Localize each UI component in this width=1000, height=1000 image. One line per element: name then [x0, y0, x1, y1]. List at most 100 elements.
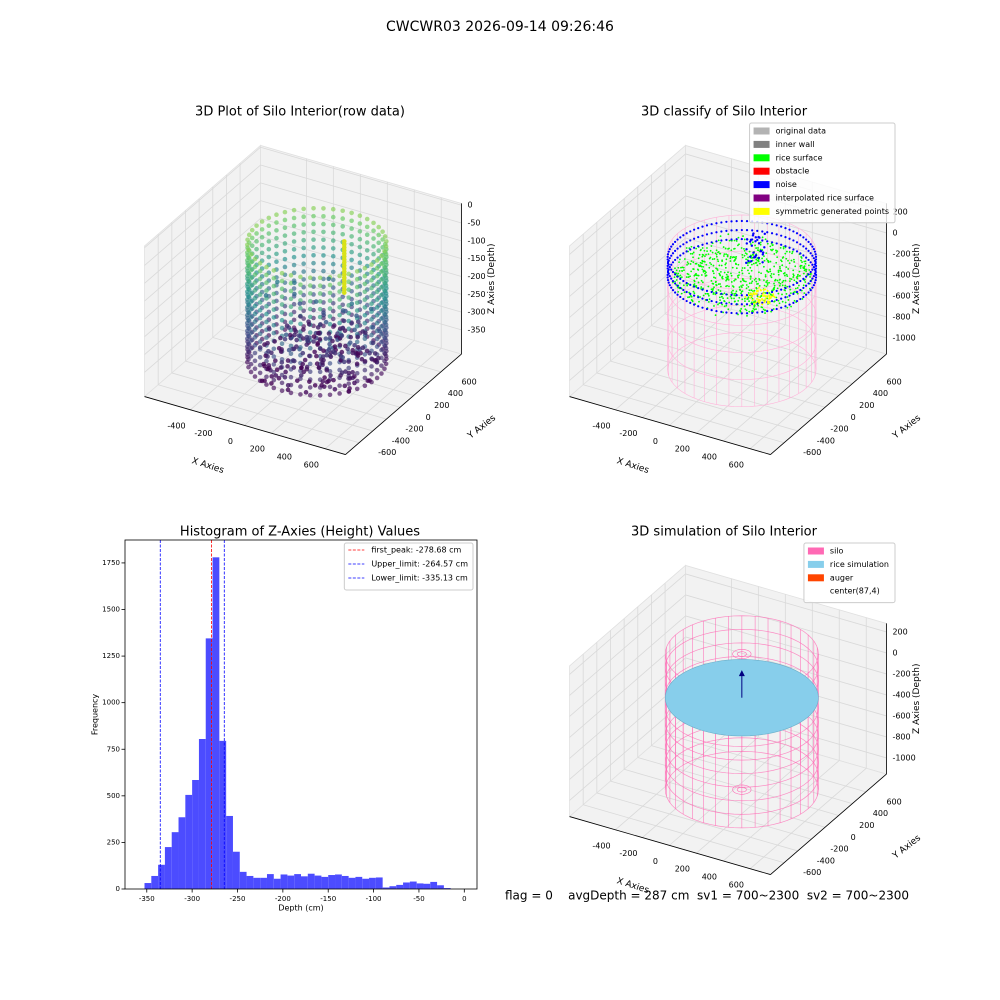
decor-point	[327, 306, 333, 311]
decor-point	[374, 312, 380, 318]
decor-point	[362, 265, 368, 271]
decor-point	[301, 237, 306, 243]
decor-point	[252, 374, 258, 379]
decor-point	[730, 220, 733, 223]
chart-title: 3D classify of Silo Interior	[641, 105, 808, 120]
decor-point	[347, 340, 353, 345]
decor-point	[346, 365, 352, 371]
decor-point	[330, 253, 336, 259]
decor-point	[795, 299, 799, 303]
grid-line	[749, 347, 867, 450]
decor-point	[748, 310, 751, 313]
decor-point	[274, 243, 279, 249]
decor-point	[682, 284, 685, 287]
grid-line	[260, 182, 462, 242]
decor-point	[745, 312, 749, 315]
decor-point	[666, 262, 670, 265]
decor-point	[346, 279, 352, 285]
decor-point	[768, 295, 771, 298]
decor-point	[746, 314, 748, 317]
decor-point	[778, 302, 781, 305]
decor-point	[741, 269, 743, 272]
grid-line	[569, 279, 686, 381]
decor-point	[715, 249, 718, 252]
decor-point	[775, 289, 778, 292]
decor-point	[712, 270, 714, 272]
decor-point	[341, 359, 347, 365]
decor-point	[364, 255, 370, 261]
z-tick-label: -800	[892, 312, 910, 321]
legend-swatch	[753, 127, 770, 135]
decor-point	[279, 278, 285, 284]
decor-point	[742, 284, 744, 287]
decor-point	[761, 257, 764, 260]
decor-point	[278, 365, 284, 370]
decor-point	[248, 338, 254, 343]
decor-point	[715, 255, 718, 258]
decor-point	[807, 291, 810, 294]
grid-line	[651, 745, 853, 805]
decor-point	[699, 296, 701, 298]
decor-point	[374, 281, 380, 287]
decor-point	[330, 308, 336, 314]
decor-point	[252, 342, 258, 348]
decor-point	[705, 271, 707, 274]
decor-point	[740, 312, 743, 315]
decor-point	[355, 351, 360, 356]
bar	[389, 886, 397, 889]
decor-point	[321, 221, 326, 227]
decor-point	[346, 381, 352, 386]
decor-point	[765, 258, 768, 261]
decor-point	[254, 246, 259, 252]
y-axis-label: Y Axies	[465, 413, 498, 442]
decor-point	[720, 230, 723, 233]
decor-point	[667, 268, 670, 271]
decor-point	[382, 335, 387, 340]
legend-label: inner wall	[776, 140, 815, 149]
decor-point	[750, 263, 753, 266]
grid-line	[260, 146, 462, 206]
decor-point	[709, 249, 712, 252]
decor-point	[340, 224, 346, 229]
decor-point	[770, 232, 774, 235]
decor-point	[763, 279, 765, 282]
z-tick-label: -200	[892, 669, 910, 678]
decor-point	[322, 375, 327, 380]
decor-point	[686, 263, 688, 266]
decor-point	[749, 278, 752, 280]
decor-point	[719, 270, 722, 273]
decor-point	[811, 263, 814, 266]
decor-point	[682, 234, 685, 237]
decor-point	[317, 283, 323, 288]
legend-label: symmetric generated points	[776, 207, 889, 216]
decor-point	[705, 242, 709, 245]
decor-point	[705, 224, 709, 227]
decor-point	[773, 252, 776, 255]
decor-point	[246, 302, 251, 307]
z-tick-label: -150	[467, 254, 485, 263]
decor-point	[320, 379, 326, 384]
decor-point	[804, 260, 807, 263]
decor-point	[717, 303, 719, 306]
decor-point	[374, 273, 380, 279]
decor-point	[288, 374, 294, 380]
decor-point	[327, 392, 333, 398]
decor-point	[685, 276, 688, 278]
y-tick-label: 0	[851, 833, 856, 842]
x-tick-label: -200	[619, 849, 637, 858]
decor-point	[671, 279, 675, 283]
decor-point	[760, 294, 763, 297]
bar	[403, 882, 410, 889]
decor-point	[788, 228, 791, 231]
decor-point	[748, 240, 752, 243]
decor-point	[340, 294, 346, 300]
legend-label: original data	[776, 127, 827, 136]
grid-line	[685, 195, 887, 255]
decor-point	[252, 303, 258, 309]
decor-point	[330, 316, 336, 322]
decor-point	[264, 335, 269, 340]
y-tick-label: -200	[830, 845, 848, 854]
decor-wire	[664, 737, 819, 815]
decor-point	[723, 305, 726, 308]
decor-point	[751, 234, 755, 237]
